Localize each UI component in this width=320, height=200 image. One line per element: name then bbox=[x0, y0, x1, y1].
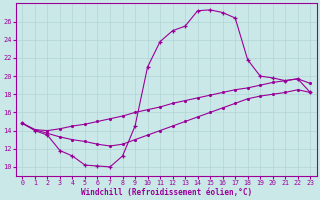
X-axis label: Windchill (Refroidissement éolien,°C): Windchill (Refroidissement éolien,°C) bbox=[81, 188, 252, 197]
